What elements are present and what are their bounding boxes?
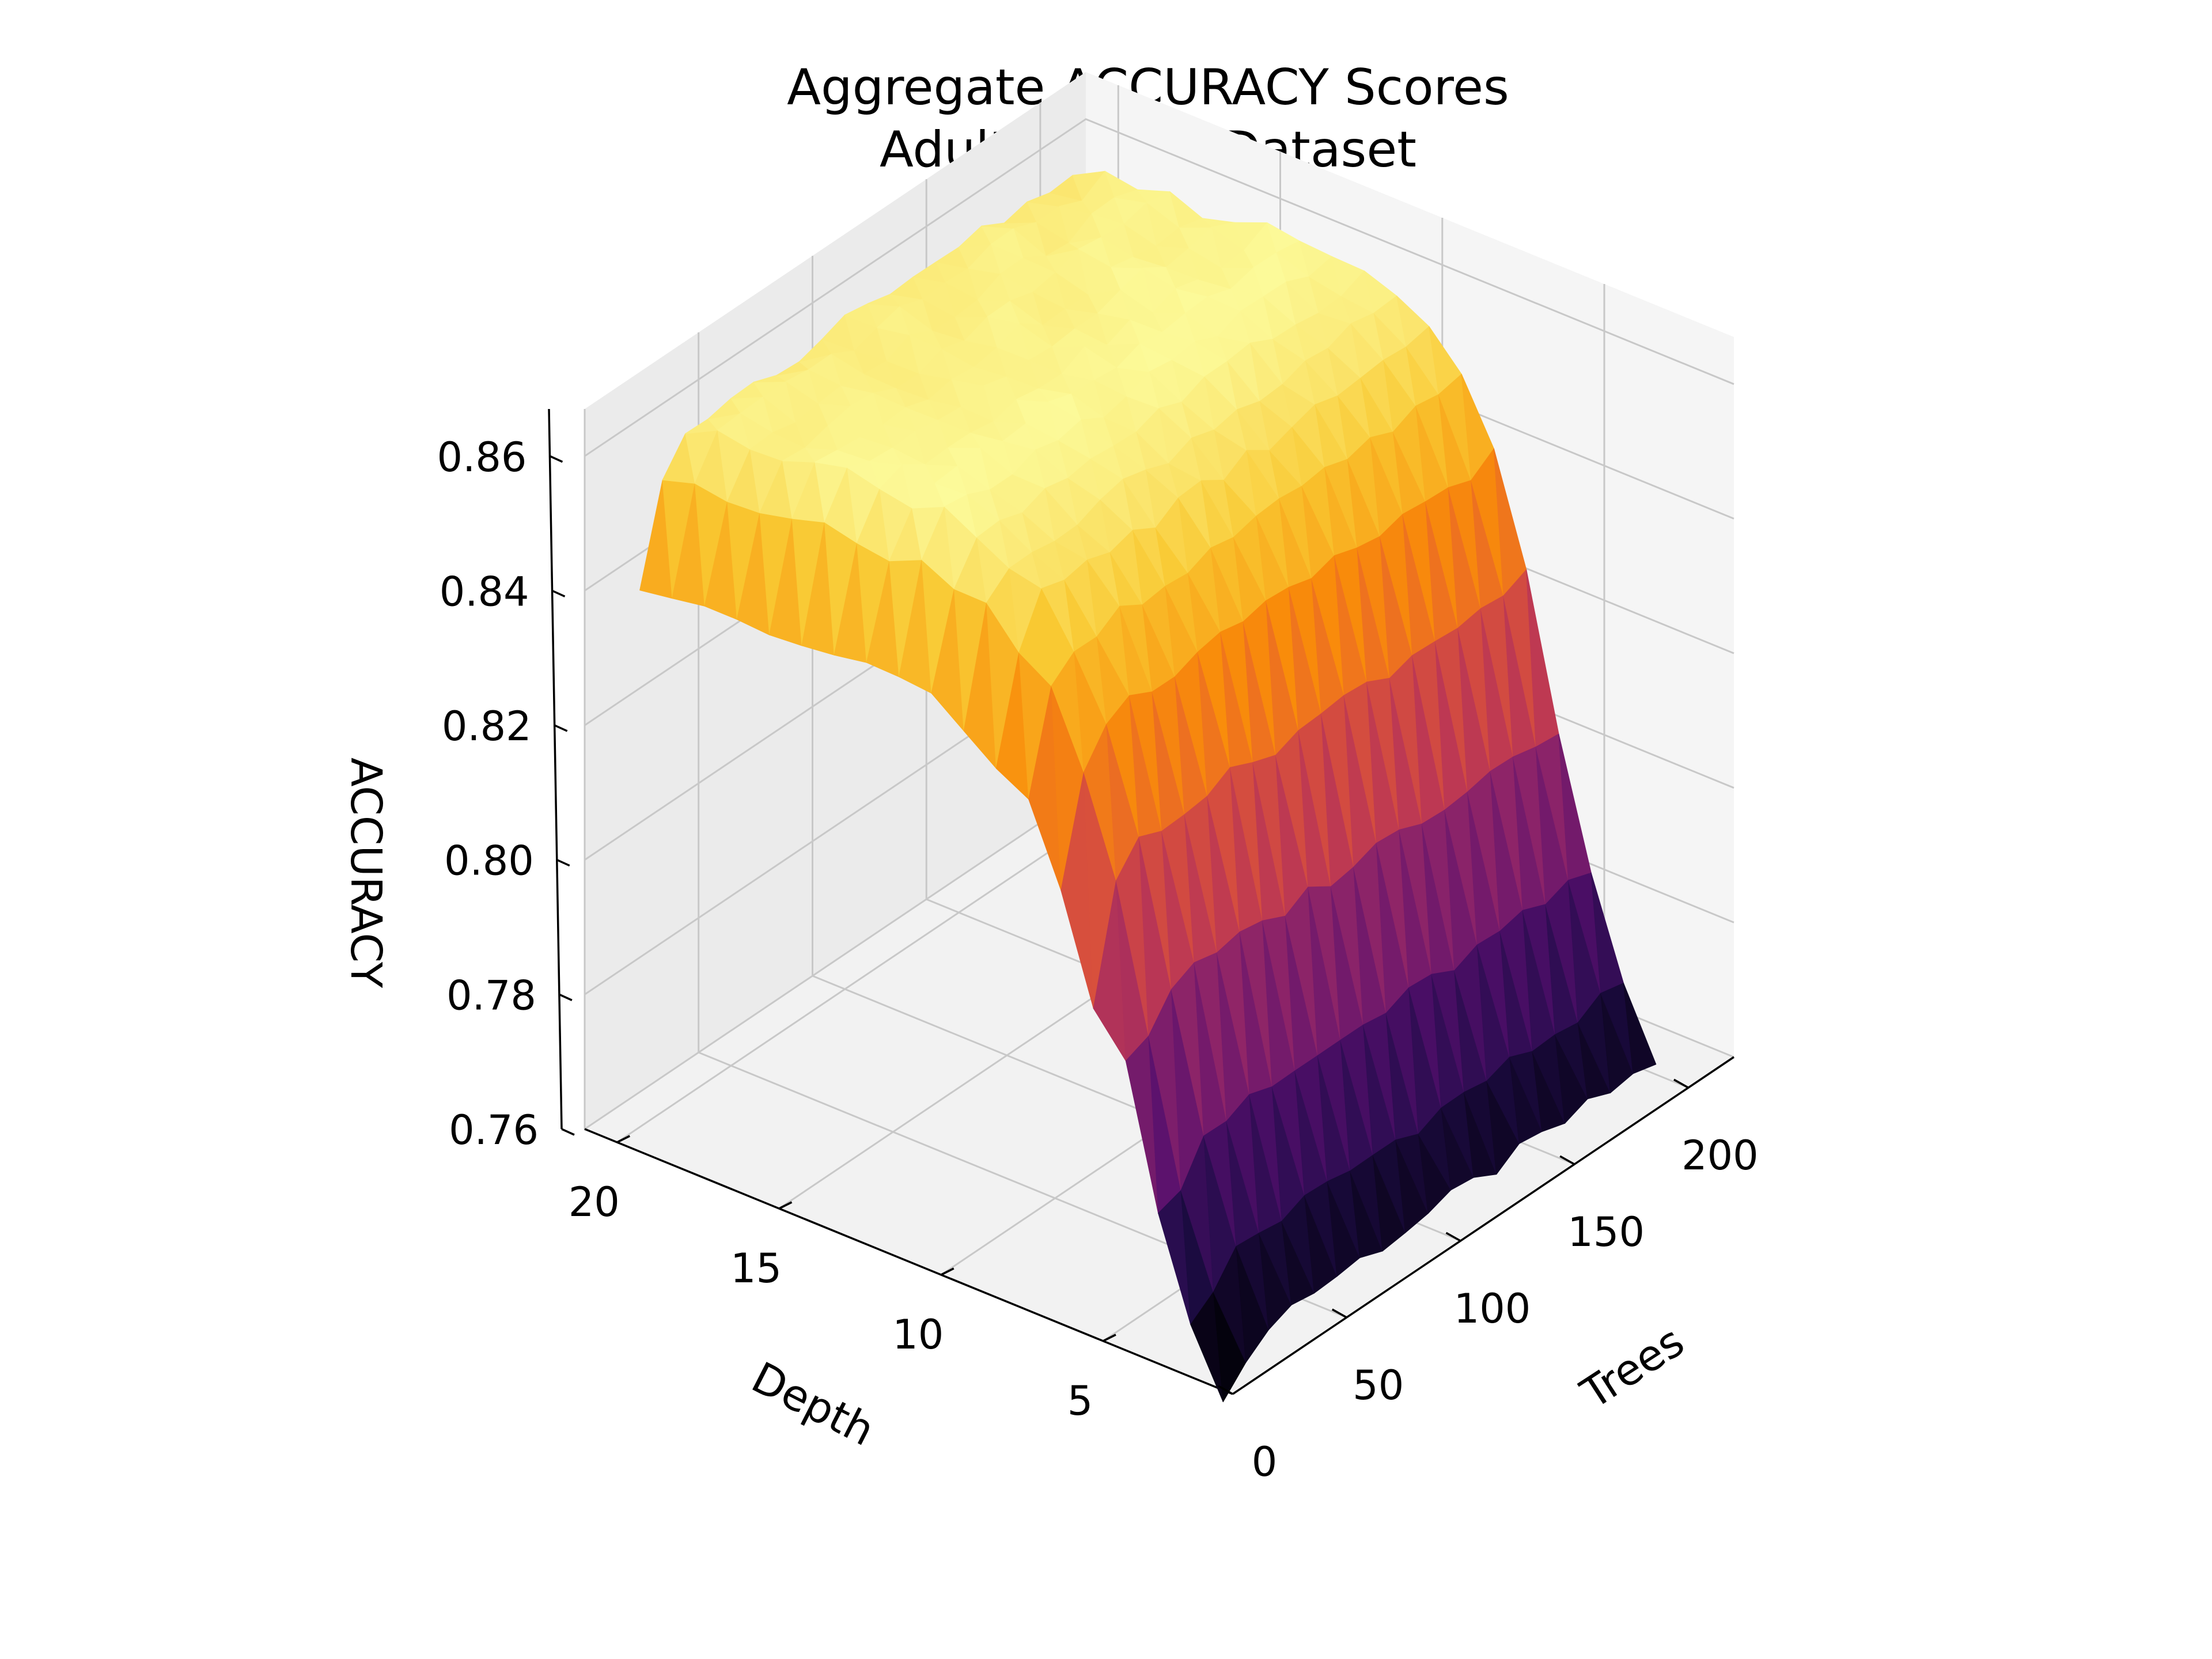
z-tick-mark [561, 1128, 575, 1136]
z-tick-mark [559, 993, 573, 1001]
y-tick-mark [778, 1201, 793, 1210]
y-tick-label: 20 [569, 1179, 620, 1226]
y-tick-label: 5 [1067, 1377, 1093, 1425]
surface-facet [1623, 983, 1657, 1074]
x-tick-label: 150 [1567, 1209, 1645, 1256]
y-axis-label: Depth [744, 1353, 882, 1456]
axis-ticks: 0 50 100 150 200 5 10 15 20 0.76 0.78 0.80 0.82 0.84 0… [437, 434, 1759, 1486]
y-tick-mark [1103, 1334, 1116, 1342]
x-tick-mark [1559, 1155, 1575, 1165]
z-tick-mark [549, 455, 563, 463]
z-tick-mark [554, 724, 568, 732]
x-tick-label: 50 [1353, 1362, 1404, 1409]
x-axis-label: Trees [1572, 1316, 1692, 1419]
x-tick-label: 200 [1681, 1132, 1759, 1179]
axes-lines [548, 408, 1734, 1395]
z-tick-label: 0.84 [440, 568, 529, 615]
z-tick-label: 0.76 [449, 1107, 539, 1154]
y-axis-line [584, 1128, 1233, 1395]
y-tick-mark [616, 1135, 631, 1143]
x-axis-line [1232, 1056, 1734, 1395]
x-tick-mark [1218, 1385, 1233, 1395]
z-tick-label: 0.86 [437, 434, 527, 481]
surface-mesh [639, 171, 1657, 1403]
z-axis-label: ACCURACY [341, 757, 391, 988]
y-tick-label: 15 [730, 1245, 782, 1292]
z-axis-line [548, 408, 563, 1130]
x-tick-label: 0 [1252, 1438, 1278, 1486]
x-tick-mark [1331, 1308, 1347, 1319]
x-tick-mark [1673, 1078, 1689, 1089]
z-tick-label: 0.82 [442, 703, 532, 750]
x-tick-label: 100 [1454, 1285, 1531, 1332]
z-tick-mark [551, 589, 566, 598]
y-tick-mark [940, 1267, 955, 1276]
y-tick-label: 10 [892, 1311, 944, 1358]
z-tick-mark [556, 859, 570, 867]
z-tick-label: 0.80 [444, 838, 534, 885]
z-tick-label: 0.78 [446, 972, 536, 1019]
x-tick-mark [1445, 1232, 1461, 1242]
grid-line-z [584, 118, 1734, 457]
